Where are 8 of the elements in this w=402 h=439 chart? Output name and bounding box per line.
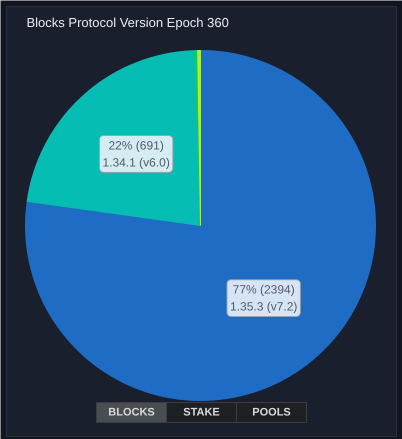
chart-title: Blocks Protocol Version Epoch 360 — [26, 15, 229, 30]
slice-label: 1.34.1 (v6.0) — [102, 155, 170, 170]
data-label: 22% (691) — [108, 138, 164, 153]
data-label: 77% (2394) — [232, 282, 295, 297]
text: BLOCKS — [108, 406, 155, 418]
text: POOLS — [252, 406, 291, 418]
text: STAKE — [183, 406, 220, 418]
slice-label: 1.35.3 (v7.2) — [230, 300, 298, 314]
